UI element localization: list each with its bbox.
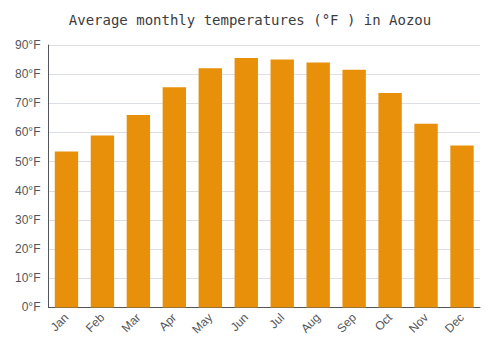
svg-text:10°F: 10°F	[15, 271, 40, 285]
svg-text:Nov: Nov	[406, 311, 431, 336]
svg-text:70°F: 70°F	[15, 96, 40, 110]
svg-text:50°F: 50°F	[15, 155, 40, 169]
svg-text:40°F: 40°F	[15, 184, 40, 198]
svg-text:90°F: 90°F	[15, 38, 40, 52]
svg-text:Oct: Oct	[372, 310, 396, 334]
svg-text:Average monthly temperatures (: Average monthly temperatures (°F ) in Ao…	[69, 12, 431, 28]
svg-text:Mar: Mar	[119, 311, 144, 335]
svg-text:Dec: Dec	[442, 311, 467, 336]
svg-text:60°F: 60°F	[15, 125, 40, 139]
svg-text:Aug: Aug	[298, 311, 323, 336]
svg-text:80°F: 80°F	[15, 67, 40, 81]
svg-text:Jul: Jul	[266, 311, 287, 332]
svg-text:Sep: Sep	[334, 310, 359, 335]
svg-text:0°F: 0°F	[22, 300, 41, 314]
svg-text:Feb: Feb	[83, 310, 108, 335]
svg-text:Apr: Apr	[156, 311, 179, 334]
svg-text:30°F: 30°F	[15, 213, 40, 227]
svg-text:20°F: 20°F	[15, 242, 40, 256]
svg-text:May: May	[189, 311, 215, 337]
svg-text:Jun: Jun	[228, 311, 252, 335]
svg-text:Jan: Jan	[48, 311, 72, 335]
